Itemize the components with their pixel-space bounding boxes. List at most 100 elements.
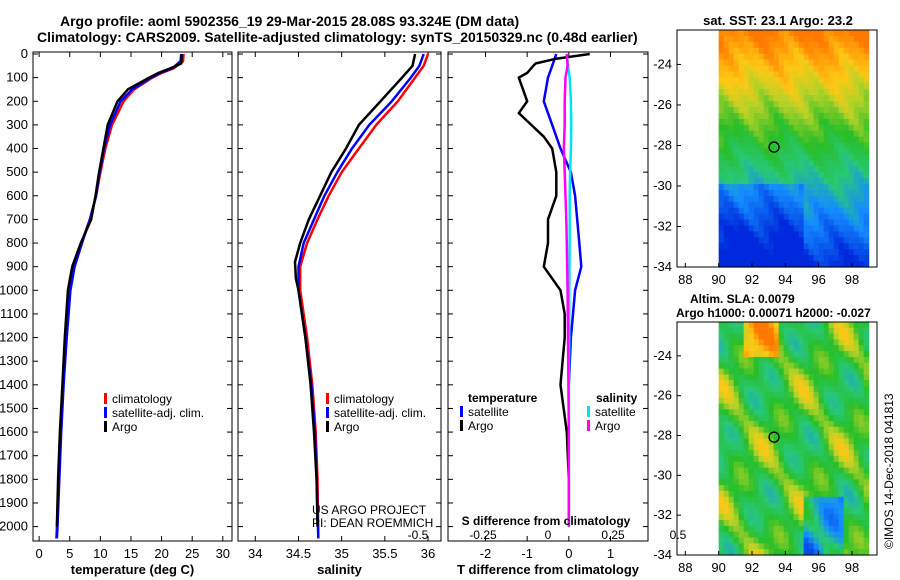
sla-cell xyxy=(758,450,765,457)
sla-cell xyxy=(813,525,820,533)
sla-cell xyxy=(858,426,865,434)
sla-cell xyxy=(823,380,830,387)
salinity-xtick-label: 36 xyxy=(421,546,435,561)
sst-cell xyxy=(828,71,835,78)
sst-cell xyxy=(763,95,770,102)
sst-cell xyxy=(778,83,785,90)
sla-cell xyxy=(798,514,805,521)
sst-cell xyxy=(823,261,830,268)
sla-cell xyxy=(783,508,790,515)
sla-cell xyxy=(848,368,855,376)
sla-cell xyxy=(743,351,750,358)
sst-cell xyxy=(833,201,840,209)
sst-cell xyxy=(733,195,740,203)
sla-cell xyxy=(858,531,865,539)
difference-s-tick-label: -0.5 xyxy=(408,528,429,542)
sla-cell xyxy=(808,502,815,509)
sst-cell xyxy=(838,53,845,61)
sla-cell xyxy=(803,386,810,393)
sst-cell xyxy=(733,142,740,150)
sla-cell xyxy=(743,496,750,504)
sst-cell xyxy=(763,71,770,78)
sla-cell xyxy=(843,397,850,405)
sla-cell xyxy=(768,485,775,492)
sst-cell xyxy=(833,101,840,108)
sst-cell xyxy=(773,112,780,120)
sst-cell xyxy=(838,118,845,126)
sla-cell xyxy=(753,549,760,556)
sst-cell xyxy=(733,107,740,114)
sst-cell xyxy=(733,41,740,49)
sla-cell xyxy=(853,415,860,422)
sst-cell xyxy=(723,77,730,84)
sla-cell xyxy=(718,374,725,381)
sst-cell xyxy=(843,53,850,61)
sst-cell xyxy=(803,207,810,215)
sla-cell xyxy=(838,438,845,445)
sla-cell xyxy=(768,386,775,393)
sla-cell xyxy=(813,345,820,352)
sla-cell xyxy=(768,391,775,399)
sst-cell xyxy=(788,30,795,37)
sst-cell xyxy=(828,35,835,43)
sla-cell xyxy=(848,426,855,434)
salinity-xtick-label: 34 xyxy=(248,546,262,561)
sst-cell xyxy=(843,148,850,156)
sst-cell xyxy=(828,124,835,132)
sla-cell xyxy=(843,421,850,428)
sst-cell xyxy=(743,189,750,197)
sst-cell xyxy=(758,112,765,120)
sla-cell xyxy=(813,549,820,556)
sst-cell xyxy=(743,124,750,132)
sla-cell xyxy=(738,356,745,364)
sst-cell xyxy=(803,237,810,244)
sla-cell xyxy=(858,479,865,486)
sst-cell xyxy=(793,47,800,55)
sst-cell xyxy=(788,249,795,256)
sst-cell xyxy=(738,231,745,238)
sst-cell xyxy=(753,59,760,67)
sla-cell xyxy=(743,403,750,410)
sst-cell xyxy=(813,178,820,185)
sla-cell xyxy=(783,432,790,440)
sst-cell xyxy=(728,65,735,73)
sla-cell xyxy=(848,421,855,428)
sst-cell xyxy=(838,41,845,49)
depth-tick-label: 300 xyxy=(6,117,28,132)
sst-cell xyxy=(738,154,745,161)
sla-cell xyxy=(763,525,770,533)
sst-cell xyxy=(828,225,835,233)
sst-cell xyxy=(858,148,865,156)
sst-cell xyxy=(743,130,750,138)
sst-cell xyxy=(718,189,725,197)
sla-cell xyxy=(783,386,790,393)
difference-s-legend-swatch xyxy=(587,420,590,431)
sla-cell xyxy=(833,496,840,504)
sst-cell xyxy=(798,47,805,55)
sla-cell xyxy=(833,502,840,509)
sst-cell xyxy=(758,195,765,203)
sst-cell xyxy=(863,142,870,150)
sst-cell xyxy=(758,249,765,256)
sst-cell xyxy=(773,53,780,61)
sst-cell xyxy=(793,124,800,132)
sla-cell xyxy=(838,426,845,434)
sst-cell xyxy=(783,225,790,233)
sla-cell xyxy=(838,374,845,381)
sla-cell xyxy=(818,374,825,381)
sla-cell xyxy=(768,531,775,539)
sst-cell xyxy=(863,213,870,221)
sla-cell xyxy=(748,467,755,475)
sst-cell xyxy=(863,184,870,191)
sla-cell xyxy=(863,444,870,451)
sla-cell xyxy=(813,508,820,515)
sla-cell xyxy=(778,496,785,504)
sla-cell xyxy=(798,362,805,370)
sla-cell xyxy=(723,421,730,428)
sla-cell xyxy=(718,461,725,469)
sla-cell xyxy=(853,409,860,416)
sla-cell xyxy=(768,426,775,434)
sla-cell xyxy=(833,426,840,434)
sla-cell xyxy=(793,362,800,370)
sla-cell xyxy=(758,426,765,434)
